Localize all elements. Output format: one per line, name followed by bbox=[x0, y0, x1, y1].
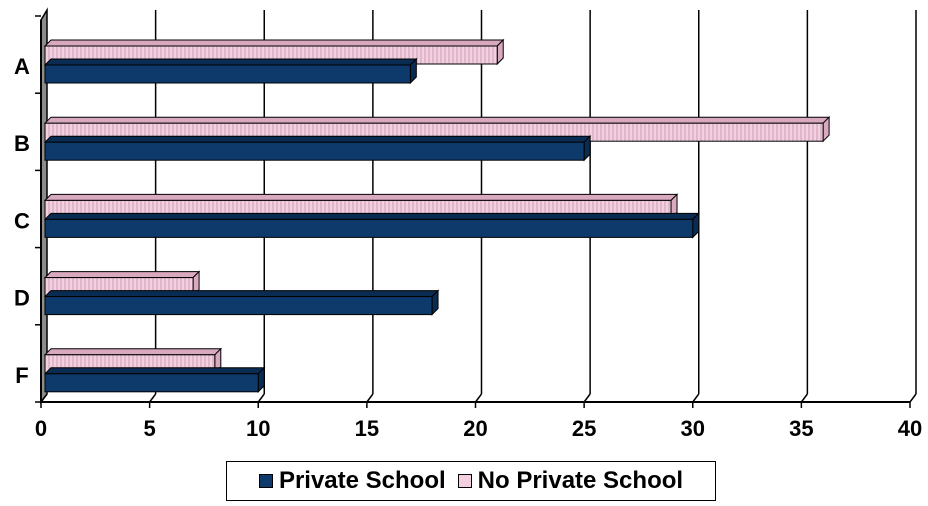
x-tick-label-5: 5 bbox=[144, 416, 156, 441]
x-tick-label-30: 30 bbox=[681, 416, 705, 441]
x-tick-label-35: 35 bbox=[789, 416, 813, 441]
bar-no-private-school-a-top bbox=[43, 39, 505, 47]
bar-private-school-a-front bbox=[44, 64, 411, 84]
category-label-b: B bbox=[14, 131, 30, 156]
bar-private-school-c bbox=[43, 212, 700, 239]
gridline-depth bbox=[149, 393, 157, 403]
gridline-depth bbox=[583, 393, 591, 403]
bar-private-school-d-top bbox=[43, 290, 440, 298]
bar-private-school-d-front bbox=[44, 296, 433, 316]
bar-no-private-school-d-top bbox=[43, 271, 201, 279]
legend-label-no-private-school: No Private School bbox=[477, 467, 684, 494]
legend-label-private-school: Private School bbox=[278, 467, 446, 494]
x-tick-label-25: 25 bbox=[572, 416, 596, 441]
legend-swatch-private-school bbox=[258, 474, 273, 488]
bar-private-school-a bbox=[43, 57, 418, 85]
category-label-c: C bbox=[14, 208, 30, 233]
category-label-f: F bbox=[15, 363, 28, 388]
legend-item-private-school: Private School bbox=[258, 467, 446, 495]
bar-private-school-c-top bbox=[43, 212, 700, 220]
legend-swatch-no-private-school bbox=[457, 474, 472, 488]
gridline-depth bbox=[257, 393, 265, 403]
bar-private-school-b-front bbox=[44, 141, 585, 161]
x-tick-label-0: 0 bbox=[35, 416, 47, 441]
bar-no-private-school-b-top bbox=[43, 116, 831, 124]
legend: Private School No Private School bbox=[226, 461, 716, 501]
gridline-depth bbox=[366, 393, 374, 403]
x-tick-label-20: 20 bbox=[463, 416, 487, 441]
gridline-depth bbox=[909, 393, 917, 403]
category-label-d: D bbox=[14, 286, 30, 311]
legend-item-no-private-school: No Private School bbox=[457, 467, 684, 495]
bar-private-school-f bbox=[43, 366, 266, 394]
bar-private-school-d bbox=[43, 289, 440, 316]
gridline-depth bbox=[474, 393, 483, 403]
x-tick-label-40: 40 bbox=[898, 416, 922, 441]
bar-private-school-a-top bbox=[43, 58, 418, 66]
bar-private-school-b bbox=[43, 134, 592, 162]
bar-private-school-b-top bbox=[43, 135, 592, 143]
bar-no-private-school-c-top bbox=[43, 193, 679, 201]
bar-private-school-f-front bbox=[44, 373, 259, 393]
bar-no-private-school-f-top bbox=[43, 348, 223, 356]
bar-private-school-c-front bbox=[44, 218, 694, 238]
category-label-a: A bbox=[14, 54, 30, 79]
gridline-depth bbox=[800, 393, 808, 403]
gridline-depth bbox=[692, 393, 700, 403]
bar-private-school-f-top bbox=[43, 367, 266, 375]
x-tick-label-15: 15 bbox=[355, 416, 379, 441]
x-tick-label-10: 10 bbox=[246, 416, 270, 441]
chart: A B C D F 0 5 10 15 20 25 30 35 40 bbox=[14, 7, 922, 441]
